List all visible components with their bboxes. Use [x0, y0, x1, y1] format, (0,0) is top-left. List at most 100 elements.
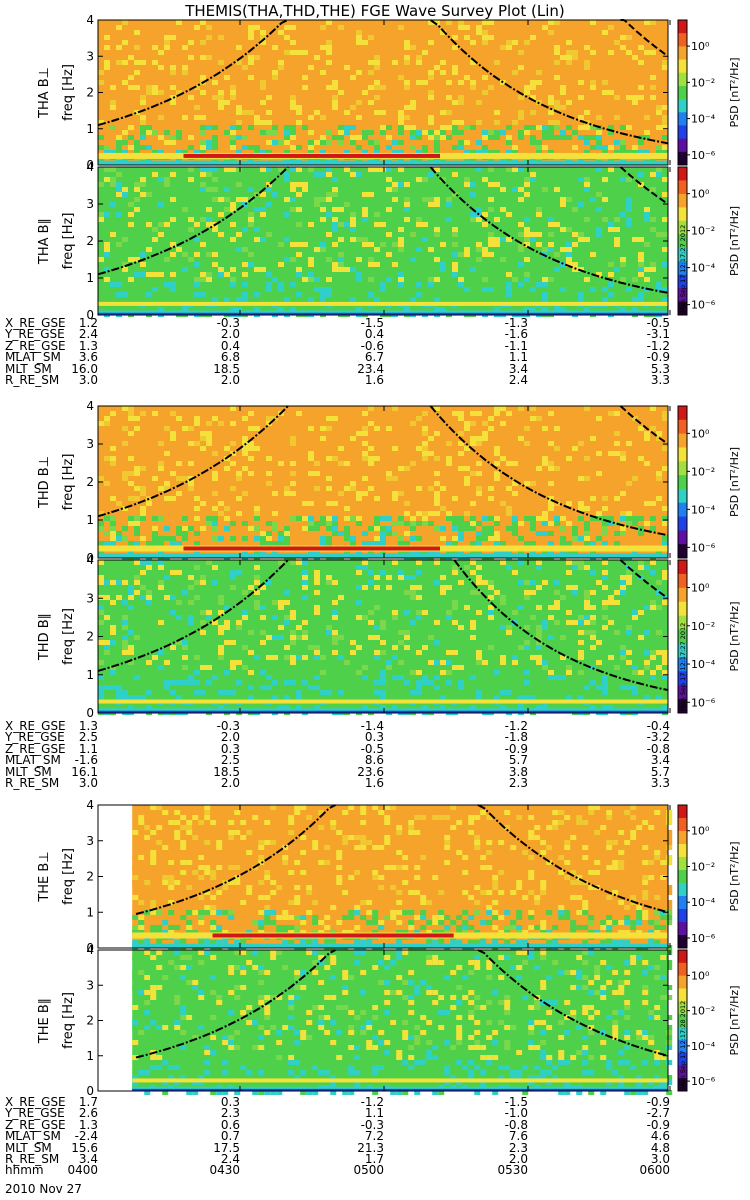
ephemeris-value: 0.3 — [220, 1095, 240, 1109]
creation-stamp: Mon Sep 17 12:17:27 2012 — [679, 225, 687, 313]
colorbar-tick-label: 10⁰ — [691, 825, 710, 838]
colorbar-segment — [678, 601, 687, 617]
gyrofrequency-curve — [619, 405, 669, 445]
colorbar-segment — [678, 46, 687, 61]
colorbar-tick-label: 10⁰ — [691, 582, 710, 595]
colorbar-tick-label: 10⁻⁶ — [691, 696, 716, 709]
ephemeris-value: -2.7 — [646, 1106, 670, 1121]
ephemeris-label: X_RE_GSE — [5, 316, 66, 330]
colorbar-segment — [678, 857, 687, 871]
y-tick-label: 1 — [86, 513, 94, 527]
ephemeris-value: -1.4 — [360, 719, 384, 733]
ephemeris-value: 0600 — [639, 1163, 670, 1178]
y-tick-label: 4 — [86, 399, 94, 413]
colorbar-label: PSD [nT²/Hz] — [728, 985, 741, 1055]
colorbar-tick-label: 10⁻² — [691, 860, 715, 873]
ephemeris-value: 1.7 — [364, 1152, 384, 1166]
y-axis-label: freq [Hz] — [61, 848, 76, 905]
colorbar-tick-label: 10⁻² — [691, 1005, 715, 1018]
colorbar-segment — [678, 544, 687, 559]
colorbar-tick-label: 10⁻⁶ — [691, 1075, 716, 1088]
y-tick-label: 3 — [86, 591, 94, 605]
colorbar-segment — [678, 138, 687, 153]
ephemeris-value: 7.2 — [364, 1129, 384, 1144]
colorbar-frame — [677, 804, 688, 949]
gyrofrequency-curve — [429, 166, 669, 294]
plot-title: THEMIS(THA,THD,THE) FGE Wave Survey Plot… — [185, 2, 565, 20]
colorbar-segment — [678, 419, 687, 435]
panel-name-label: THD B∥ — [37, 613, 52, 661]
colorbar-segment — [678, 643, 687, 658]
ephemeris-label: Z_RE_GSE — [5, 741, 66, 756]
colorbar-tick-label: 10⁻⁴ — [691, 262, 716, 275]
ephemeris-value: -1.8 — [504, 730, 528, 745]
panel-name-label: THE B⊥ — [37, 851, 52, 902]
ephemeris-value: 3.6 — [78, 350, 98, 365]
colorbar-segment — [678, 112, 687, 126]
colorbar-segment — [678, 59, 687, 74]
gyrofrequency-curve — [619, 559, 669, 600]
ephemeris-value: 2.0 — [220, 776, 240, 790]
ephemeris-value: 6.7 — [364, 350, 384, 365]
colorbar-tick-label: 10⁻⁴ — [691, 503, 716, 516]
ephemeris-label: R_RE_SM — [5, 373, 60, 387]
ephemeris-value: 2.4 — [508, 373, 528, 387]
colorbar-segment — [678, 406, 687, 421]
colorbar-segment — [678, 699, 687, 714]
colorbar-segment — [678, 1026, 687, 1041]
ephemeris-label: MLT_SM — [5, 361, 52, 376]
ephemeris-label: X_RE_GSE — [5, 719, 66, 733]
colorbar-segment — [678, 1014, 687, 1028]
y-tick-label: 3 — [86, 437, 94, 451]
ephemeris-value: -1.1 — [504, 338, 528, 353]
ephemeris-value: 4.8 — [650, 1140, 670, 1155]
gyrofrequency-curve — [97, 166, 289, 276]
colorbar-segment — [678, 1039, 687, 1054]
ephemeris-value: 1.1 — [364, 1106, 384, 1121]
y-axis-label: freq [Hz] — [61, 608, 76, 665]
ephemeris-value: -3.2 — [646, 730, 670, 745]
ephemeris-value: 1.3 — [78, 719, 98, 733]
ephemeris-value: -1.6 — [74, 753, 98, 768]
colorbar-segment — [678, 975, 687, 989]
heatmap-cells — [98, 20, 668, 165]
y-tick-label: 0 — [86, 308, 94, 322]
colorbar: 10⁰ 10⁻² 10⁻⁴ 10⁻⁶ PSD [nT²/Hz] Mon Sep 17 12… — [677, 559, 741, 714]
colorbar-frame — [677, 166, 688, 316]
colorbar-segment — [678, 301, 687, 316]
colorbar-tick-label: 10⁻⁴ — [691, 896, 716, 909]
colorbar-tick-label: 10⁻⁶ — [691, 932, 716, 945]
y-tick-label: 1 — [86, 1049, 94, 1063]
lowfreq-band — [98, 553, 668, 558]
ephemeris-value: 2.3 — [508, 1140, 528, 1155]
ephemeris-value: -1.2 — [646, 338, 670, 353]
heatmap-cells — [98, 167, 668, 317]
ephemeris-label: Z_RE_GSE — [5, 338, 66, 353]
colorbar-segment — [678, 193, 687, 208]
ephemeris-label: hhmm — [5, 1163, 44, 1178]
panel-name-label: THA B⊥ — [37, 67, 52, 119]
y-tick-label: 0 — [86, 706, 94, 720]
spectrogram-panel: 0 1 2 3 4 THD B⊥ freq [Hz] 10⁰ 10⁻² 10⁻⁴ 10⁻⁶ PSD [… — [37, 399, 741, 565]
colorbar-segment — [678, 831, 687, 845]
colorbar-segment — [678, 99, 687, 113]
ephemeris-label: R_RE_SM — [5, 1152, 60, 1166]
colorbar-tick-label: 10⁰ — [691, 427, 710, 440]
ephemeris-value: 21.3 — [357, 1140, 384, 1155]
colorbar-tick-label: 10⁰ — [691, 40, 710, 53]
ephemeris-value: 3.4 — [78, 1152, 98, 1166]
colorbar-segment — [678, 234, 687, 249]
colorbar-frame — [677, 559, 688, 714]
spectrogram-panel: 0 1 2 3 4 THA B∥ freq [Hz] 10⁰ 10⁻² 10⁻⁴ 10⁻⁶ PSD [… — [37, 160, 741, 322]
ephemeris-value: 2.3 — [220, 1106, 240, 1121]
y-tick-label: 2 — [86, 870, 94, 884]
colorbar-segment — [678, 935, 687, 949]
colorbar-segment — [678, 220, 687, 235]
ephemeris-value: -0.4 — [646, 719, 670, 733]
ion-band — [132, 1078, 668, 1083]
ion-band — [98, 699, 668, 704]
ephemeris-value: 4.6 — [650, 1129, 670, 1144]
ephemeris-value: -0.3 — [216, 316, 240, 330]
ephemeris-value: 2.6 — [78, 1106, 98, 1121]
colorbar-segment — [678, 247, 687, 262]
